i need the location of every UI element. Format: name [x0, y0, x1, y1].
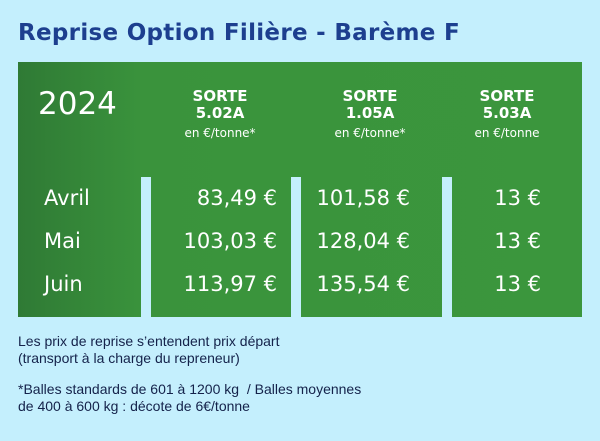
column-header-5-02a: SORTE 5.02A en €/tonne*: [155, 88, 285, 142]
price-cell: 13 €: [494, 272, 541, 296]
month-label: Juin: [44, 272, 83, 296]
note-line: (transport à la charge du repreneur): [18, 350, 240, 366]
column-header-line2: 5.03A: [482, 104, 532, 122]
column-header-unit: en €/tonne: [474, 126, 540, 140]
price-cell: 103,03 €: [183, 229, 277, 253]
column-header-line1: SORTE: [192, 87, 248, 105]
column-divider: [141, 177, 151, 317]
column-header-line2: 1.05A: [345, 104, 395, 122]
footnote-line: de 400 à 600 kg : décote de 6€/tonne: [18, 398, 250, 414]
month-label: Avril: [44, 186, 90, 210]
column-header-unit: en €/tonne*: [334, 126, 406, 140]
price-cell: 13 €: [494, 186, 541, 210]
price-cell: 113,97 €: [183, 272, 277, 296]
column-header-1-05a: SORTE 1.05A en €/tonne*: [305, 88, 435, 142]
column-header-unit: en €/tonne*: [184, 126, 256, 140]
column-header-5-03a: SORTE 5.03A en €/tonne: [442, 88, 572, 142]
column-divider: [291, 177, 301, 317]
column-header-line2: 5.02A: [195, 104, 245, 122]
column-divider: [442, 177, 452, 317]
footnote-line: *Balles standards de 601 à 1200 kg / Bal…: [18, 381, 362, 397]
column-header-line1: SORTE: [479, 87, 535, 105]
price-cell: 101,58 €: [316, 186, 410, 210]
price-cell: 83,49 €: [196, 186, 277, 210]
month-label: Mai: [44, 229, 81, 253]
note-line: Les prix de reprise s’entendent prix dép…: [18, 333, 280, 349]
page-title: Reprise Option Filière - Barème F: [18, 20, 461, 46]
column-header-line1: SORTE: [342, 87, 398, 105]
price-cell: 13 €: [494, 229, 541, 253]
price-cell: 135,54 €: [316, 272, 410, 296]
price-cell: 128,04 €: [316, 229, 410, 253]
year-label: 2024: [38, 86, 117, 122]
